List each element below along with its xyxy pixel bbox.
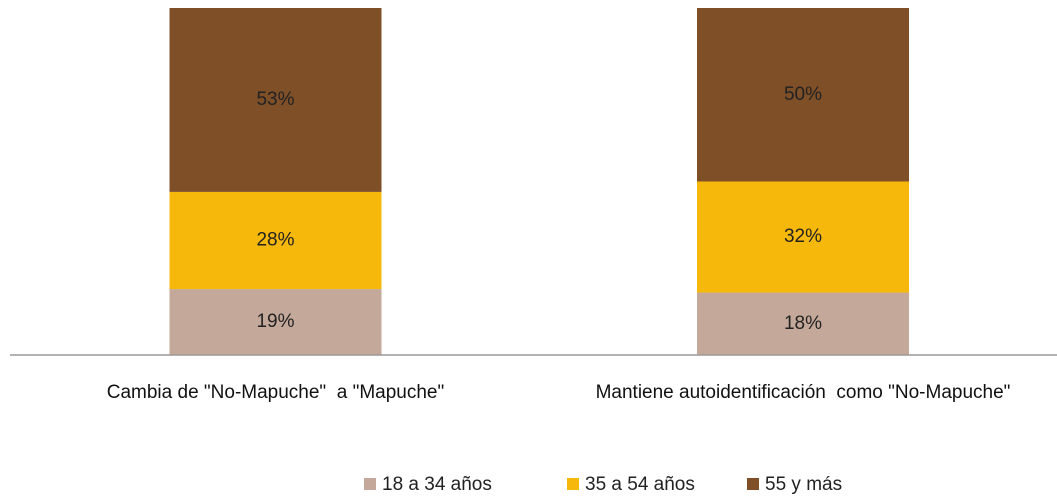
x-tick-label: Mantiene autoidentificación como "No-Map… — [595, 382, 1011, 403]
bar-segment — [169, 8, 382, 192]
bar-segment — [697, 8, 909, 182]
legend-swatch — [364, 478, 376, 490]
data-label: 28% — [256, 230, 294, 251]
x-tick-label: Cambia de "No-Mapuche" a "Mapuche" — [106, 382, 445, 403]
legend-swatch — [567, 478, 579, 490]
data-label: 53% — [256, 89, 294, 110]
bar-segment — [169, 191, 382, 290]
legend-label: 55 y más — [765, 474, 842, 495]
data-label: 19% — [256, 311, 294, 332]
data-label: 32% — [784, 226, 822, 247]
bar-segment — [697, 181, 909, 293]
bar-segment — [697, 292, 909, 355]
legend-label: 18 a 34 años — [382, 474, 492, 495]
legend-swatch — [747, 478, 759, 490]
bar-segment — [169, 289, 382, 355]
data-label: 18% — [784, 313, 822, 334]
legend-label: 35 a 54 años — [585, 474, 695, 495]
data-label: 50% — [784, 84, 822, 105]
